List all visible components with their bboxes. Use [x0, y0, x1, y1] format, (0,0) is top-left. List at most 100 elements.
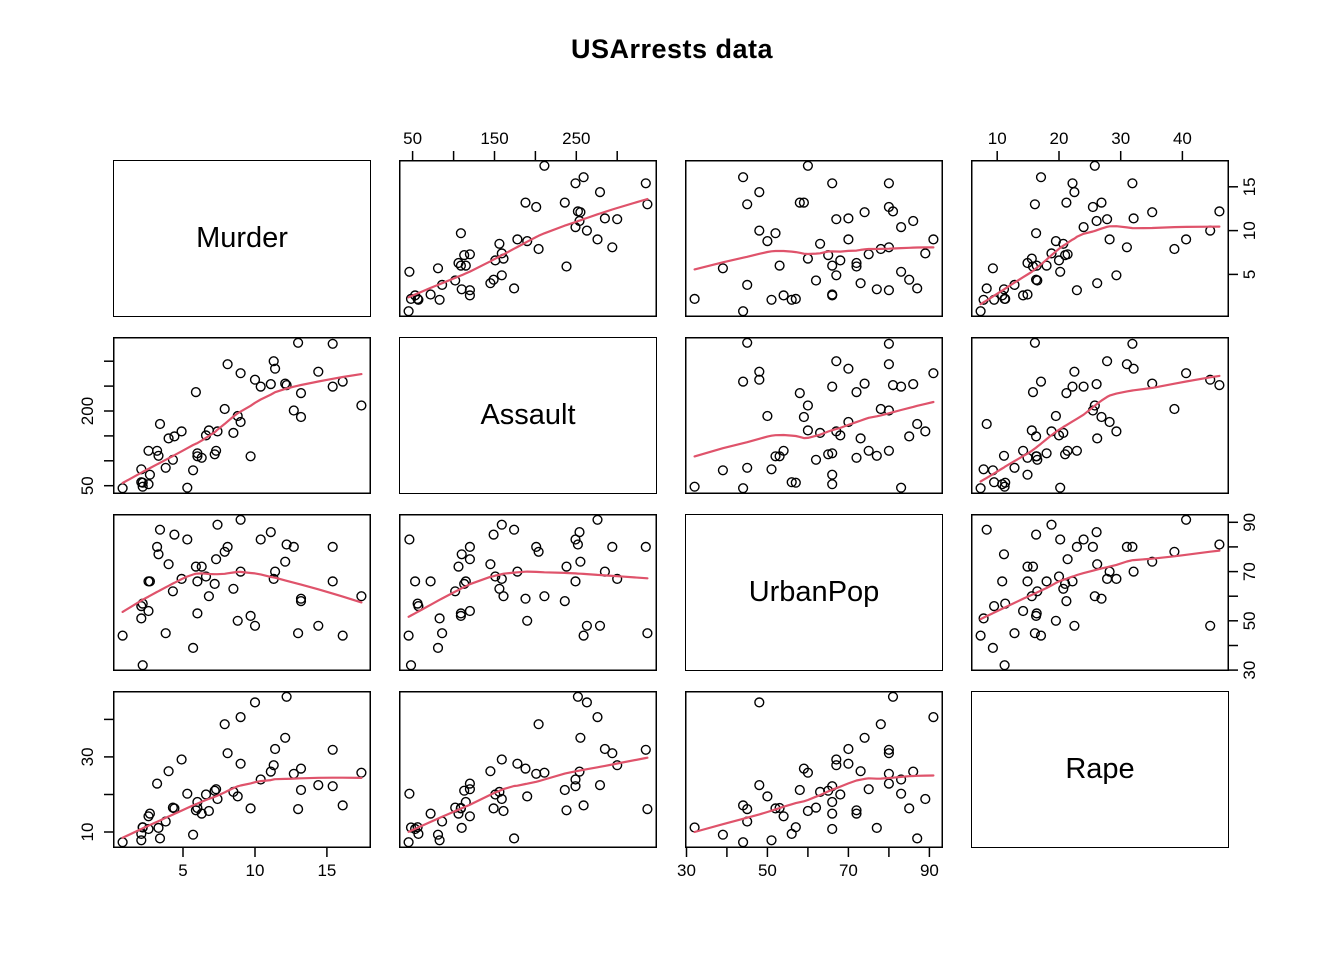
data-point	[1111, 270, 1122, 281]
scatter-panel-murder-vs-rape	[971, 160, 1229, 317]
data-point	[975, 630, 986, 641]
data-point	[533, 243, 544, 255]
data-point	[827, 290, 838, 301]
data-point	[496, 754, 507, 765]
data-point	[572, 539, 584, 550]
data-point	[827, 178, 838, 189]
data-point	[843, 234, 854, 245]
data-point	[810, 275, 822, 286]
scatter-canvas	[971, 160, 1229, 317]
data-point	[794, 387, 805, 399]
diag-panel-rape: Rape	[971, 691, 1229, 848]
data-point	[594, 620, 606, 631]
data-points	[975, 160, 1225, 317]
data-point	[453, 257, 464, 269]
data-point	[770, 451, 781, 462]
data-point	[190, 561, 202, 572]
data-point	[1030, 228, 1042, 239]
data-point	[327, 576, 338, 587]
diag-panel-urbanpop: UrbanPop	[685, 514, 943, 671]
data-point	[464, 784, 476, 795]
data-point	[459, 249, 470, 261]
data-point	[981, 283, 992, 294]
data-point	[1091, 378, 1102, 390]
data-point	[592, 514, 603, 525]
data-point	[455, 228, 467, 239]
data-point	[1022, 561, 1033, 572]
data-point	[1111, 426, 1122, 437]
data-point	[737, 837, 749, 848]
data-point	[235, 758, 246, 769]
data-point	[883, 359, 895, 370]
data-point	[169, 431, 180, 442]
data-point	[539, 591, 550, 602]
data-point	[871, 822, 882, 834]
data-point	[456, 549, 467, 560]
data-point	[136, 477, 147, 488]
data-point	[843, 416, 854, 428]
data-point	[987, 263, 999, 274]
data-point	[508, 524, 520, 535]
data-point	[163, 766, 174, 777]
data-point	[1041, 576, 1052, 587]
lowess-line	[693, 246, 935, 271]
data-point	[642, 628, 653, 639]
data-point	[533, 719, 544, 730]
data-point	[160, 462, 171, 473]
data-points	[117, 337, 367, 494]
data-point	[770, 228, 781, 239]
data-point	[255, 381, 266, 392]
data-point	[928, 368, 939, 379]
data-point	[831, 356, 842, 367]
data-point	[533, 546, 544, 557]
data-point	[1071, 445, 1083, 456]
data-point	[485, 559, 496, 570]
data-point	[450, 586, 461, 597]
data-point	[851, 386, 862, 398]
data-point	[742, 462, 753, 473]
data-point	[169, 529, 180, 540]
data-point	[717, 829, 729, 840]
data-point	[464, 249, 476, 260]
scatter-panel-assault-vs-urbanpop	[685, 337, 943, 494]
data-point	[337, 800, 348, 811]
data-point	[766, 835, 777, 846]
data-point	[883, 778, 895, 789]
variable-label: UrbanPop	[748, 576, 880, 608]
data-point	[1041, 260, 1052, 271]
data-point	[863, 445, 874, 456]
panel-border	[685, 160, 943, 317]
data-point	[265, 378, 276, 390]
data-point	[176, 426, 187, 437]
data-point	[754, 779, 765, 791]
data-point	[928, 712, 939, 723]
data-points	[403, 691, 653, 848]
data-point	[754, 366, 765, 377]
data-point	[404, 534, 415, 545]
data-point	[1035, 376, 1047, 387]
data-point	[1205, 374, 1216, 385]
data-points	[403, 514, 653, 671]
data-point	[561, 805, 572, 816]
data-point	[464, 554, 476, 565]
data-point	[883, 744, 895, 755]
data-point	[203, 805, 215, 817]
data-point	[455, 608, 467, 619]
data-point	[1032, 275, 1043, 286]
data-point	[798, 197, 810, 208]
data-point	[404, 266, 415, 277]
data-point	[410, 576, 421, 587]
data-point	[327, 541, 338, 553]
data-point	[117, 630, 128, 641]
data-point	[464, 285, 476, 296]
data-point	[827, 260, 838, 271]
data-point	[1205, 620, 1216, 631]
data-point	[1022, 469, 1033, 480]
data-point	[1091, 215, 1102, 227]
data-point	[249, 374, 261, 385]
data-point	[575, 556, 586, 567]
data-point	[802, 805, 814, 817]
data-point	[827, 448, 838, 459]
data-point	[1027, 386, 1039, 398]
